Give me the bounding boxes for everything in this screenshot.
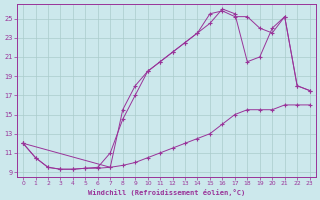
X-axis label: Windchill (Refroidissement éolien,°C): Windchill (Refroidissement éolien,°C) <box>88 189 245 196</box>
